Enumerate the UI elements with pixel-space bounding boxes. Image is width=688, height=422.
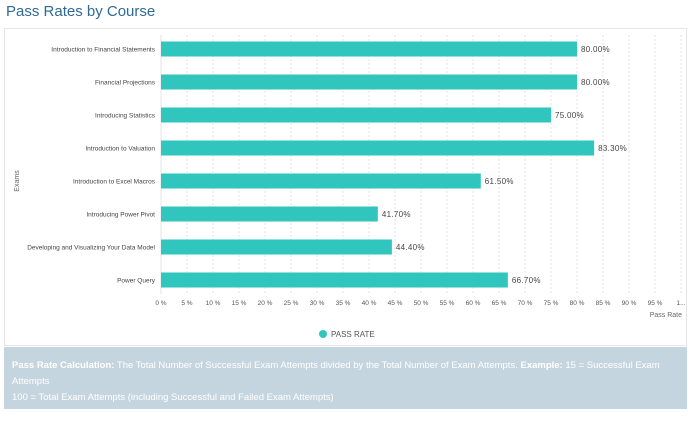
- bar: [161, 41, 577, 57]
- category-label: Introduction to Excel Macros: [73, 179, 156, 186]
- page-title: Pass Rates by Course: [6, 3, 156, 20]
- category-label: Power Query: [117, 278, 156, 285]
- category-label: Introducing Power Pivot: [86, 212, 155, 219]
- chart-panel: Exams Introduction to Financial Statement…: [4, 28, 687, 346]
- data-label: 61.50%: [485, 177, 514, 186]
- x-tick-label: 25 %: [284, 300, 299, 307]
- category-label: Introduction to Valuation: [85, 146, 155, 153]
- data-label: 75.00%: [555, 111, 584, 120]
- x-tick-label: 40 %: [362, 300, 377, 307]
- x-tick-label: 70 %: [518, 300, 533, 307]
- data-label: 80.00%: [581, 78, 610, 87]
- x-tick-label: 50 %: [414, 300, 429, 307]
- x-tick-label: 20 %: [258, 300, 273, 307]
- x-tick-label: 1...: [676, 300, 685, 307]
- x-tick-label: 55 %: [440, 300, 455, 307]
- x-tick-label: 90 %: [622, 300, 637, 307]
- category-label: Introducing Statistics: [95, 113, 156, 120]
- example-label: Example:: [520, 360, 563, 371]
- x-tick-label: 65 %: [492, 300, 507, 307]
- x-axis-label: Pass Rate: [650, 312, 682, 319]
- x-tick-label: 60 %: [466, 300, 481, 307]
- data-label: 41.70%: [382, 210, 411, 219]
- legend-marker: [319, 330, 327, 338]
- x-tick-label: 0 %: [155, 300, 166, 307]
- x-tick-label: 30 %: [310, 300, 325, 307]
- calc-label: Pass Rate Calculation:: [12, 360, 115, 371]
- category-label: Financial Projections: [95, 80, 156, 87]
- data-label: 83.30%: [598, 144, 627, 153]
- calculation-note: Pass Rate Calculation: The Total Number …: [4, 347, 687, 419]
- x-tick-label: 15 %: [232, 300, 247, 307]
- x-tick-label: 80 %: [570, 300, 585, 307]
- x-tick-label: 45 %: [388, 300, 403, 307]
- bar: [161, 239, 392, 255]
- calc-text: The Total Number of Successful Exam Atte…: [114, 360, 521, 371]
- x-tick-label: 35 %: [336, 300, 351, 307]
- x-tick-label: 95 %: [648, 300, 663, 307]
- calc-line-3: Pass Rate for Course = 15 divided by 100…: [12, 408, 218, 419]
- data-label: 66.70%: [512, 276, 541, 285]
- bar: [161, 173, 481, 189]
- bar: [161, 206, 378, 222]
- bar: [161, 140, 595, 156]
- category-label: Introduction to Financial Statements: [51, 47, 155, 54]
- x-tick-label: 10 %: [206, 300, 221, 307]
- x-tick-label: 5 %: [181, 300, 192, 307]
- pass-rate-bar-chart: Exams Introduction to Financial Statement…: [14, 35, 686, 339]
- bar: [161, 272, 508, 288]
- bar: [161, 74, 577, 90]
- y-axis-label: Exams: [14, 170, 21, 192]
- data-label: 80.00%: [581, 45, 610, 54]
- legend-label: PASS RATE: [331, 330, 375, 339]
- example-text: 15 = Successful Exam Attempts: [12, 360, 660, 387]
- calc-line-2: 100 = Total Exam Attempts (including Suc…: [12, 392, 334, 403]
- category-label: Developing and Visualizing Your Data Mod…: [27, 245, 155, 252]
- calc-line-1: Pass Rate Calculation: The Total Number …: [12, 358, 679, 390]
- data-label: 44.40%: [396, 243, 425, 252]
- x-tick-label: 85 %: [596, 300, 611, 307]
- x-tick-label: 75 %: [544, 300, 559, 307]
- bar: [161, 107, 551, 123]
